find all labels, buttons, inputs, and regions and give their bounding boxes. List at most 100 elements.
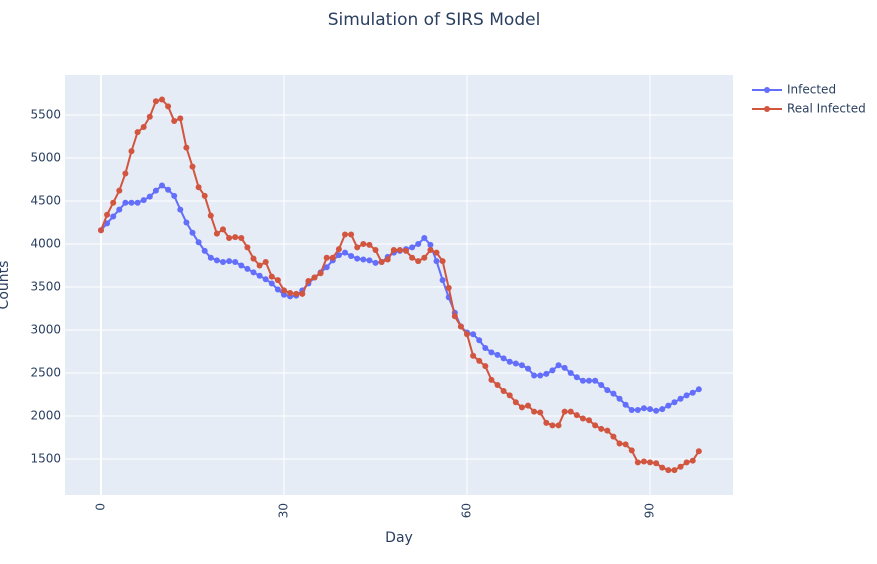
data-point xyxy=(287,289,294,296)
data-point xyxy=(171,118,178,125)
data-point xyxy=(372,259,379,266)
data-point xyxy=(268,280,275,287)
data-point xyxy=(598,382,605,389)
data-point xyxy=(274,277,281,284)
data-point xyxy=(586,417,593,424)
data-point xyxy=(525,402,532,409)
data-point xyxy=(299,290,306,297)
data-point xyxy=(360,256,367,263)
legend-label: Real Infected xyxy=(787,102,866,116)
data-point xyxy=(311,274,318,281)
data-point xyxy=(506,358,513,365)
data-point xyxy=(281,287,288,294)
data-point xyxy=(201,192,208,199)
y-tick-label: 2500 xyxy=(30,365,61,379)
data-point xyxy=(494,351,501,358)
data-point xyxy=(579,415,586,422)
data-point xyxy=(342,231,349,238)
data-point xyxy=(628,447,635,454)
data-point xyxy=(158,182,165,189)
plot-area xyxy=(65,75,733,495)
data-point xyxy=(177,115,184,122)
data-point xyxy=(482,363,489,370)
data-point xyxy=(525,365,532,372)
data-point xyxy=(244,265,251,272)
data-point xyxy=(134,129,141,136)
data-point xyxy=(256,272,263,279)
data-point xyxy=(683,392,690,399)
chart-title: Simulation of SIRS Model xyxy=(328,10,541,30)
data-point xyxy=(549,422,556,429)
data-point xyxy=(439,277,446,284)
data-point xyxy=(610,433,617,440)
data-point xyxy=(201,247,208,254)
data-point xyxy=(140,124,147,131)
data-point xyxy=(366,257,373,264)
data-point xyxy=(378,259,385,266)
data-point xyxy=(647,459,654,466)
data-point xyxy=(360,240,367,247)
data-point xyxy=(659,406,666,413)
x-tick-label: 90 xyxy=(643,503,657,518)
data-point xyxy=(488,349,495,356)
data-point xyxy=(122,199,129,206)
data-point xyxy=(244,244,251,251)
data-point xyxy=(110,199,117,206)
data-point xyxy=(146,113,153,120)
data-point xyxy=(537,409,544,416)
data-point xyxy=(146,193,153,200)
data-point xyxy=(262,259,269,266)
data-point xyxy=(165,186,172,193)
data-point xyxy=(152,98,159,105)
data-point xyxy=(683,459,690,466)
data-point xyxy=(207,254,214,261)
data-point xyxy=(518,362,525,369)
data-point xyxy=(555,422,562,429)
data-point xyxy=(653,460,660,467)
x-tick-label: 0 xyxy=(93,503,107,511)
legend-marker xyxy=(764,87,770,93)
data-point xyxy=(104,220,111,227)
data-point xyxy=(323,254,330,261)
data-point xyxy=(366,241,373,248)
data-point xyxy=(634,406,641,413)
data-point xyxy=(671,399,678,406)
data-point xyxy=(567,369,574,376)
data-point xyxy=(348,253,355,260)
data-point xyxy=(189,229,196,236)
data-point xyxy=(653,407,660,414)
data-point xyxy=(494,382,501,389)
data-point xyxy=(677,395,684,402)
y-tick-label: 4000 xyxy=(30,236,61,250)
data-point xyxy=(171,192,178,199)
data-point xyxy=(152,187,159,194)
data-point xyxy=(640,458,647,465)
data-point xyxy=(195,184,202,191)
data-point xyxy=(628,406,635,413)
data-point xyxy=(573,374,580,381)
data-point xyxy=(445,284,452,291)
data-point xyxy=(427,241,434,248)
data-point xyxy=(409,254,416,261)
data-point xyxy=(518,404,525,411)
y-tick-label: 5000 xyxy=(30,150,61,164)
data-point xyxy=(604,387,611,394)
data-point xyxy=(592,377,599,384)
y-tick-label: 2000 xyxy=(30,408,61,422)
data-point xyxy=(500,388,507,395)
data-point xyxy=(232,259,239,266)
data-point xyxy=(421,254,428,261)
data-point xyxy=(213,230,220,237)
data-point xyxy=(616,395,623,402)
x-tick-label: 30 xyxy=(277,503,291,518)
data-point xyxy=(531,372,538,379)
legend-marker xyxy=(764,106,770,112)
data-point xyxy=(640,405,647,412)
data-point xyxy=(183,219,190,226)
data-point xyxy=(238,234,245,241)
data-point xyxy=(500,355,507,362)
data-point xyxy=(390,247,397,253)
y-axis-title: Counts xyxy=(0,261,12,310)
data-point xyxy=(110,213,117,220)
data-point xyxy=(305,277,312,284)
